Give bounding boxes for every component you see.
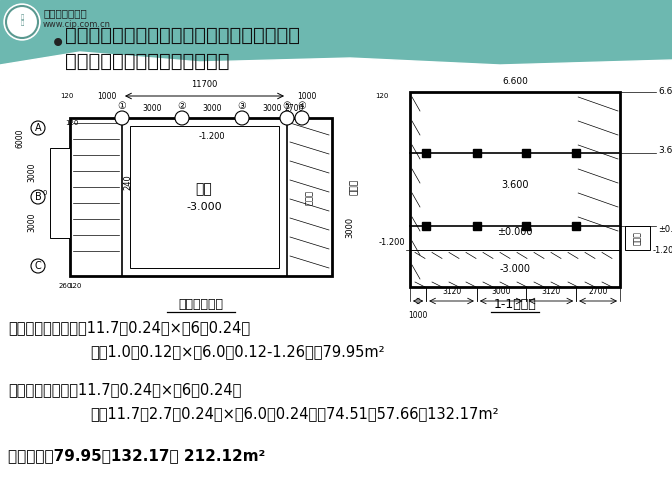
- Bar: [521, 149, 530, 157]
- Text: 采光井: 采光井: [350, 179, 359, 195]
- Circle shape: [235, 111, 249, 125]
- Text: 3000: 3000: [491, 287, 511, 296]
- Text: -3.000: -3.000: [186, 202, 222, 212]
- Text: 3000: 3000: [202, 104, 222, 113]
- Text: -3.000: -3.000: [499, 264, 530, 274]
- Text: 地下室建筑面积＝（11.7＋0.24）×（6＋0.24）: 地下室建筑面积＝（11.7＋0.24）×（6＋0.24）: [8, 320, 250, 335]
- Bar: [130, 126, 279, 268]
- Bar: [422, 222, 430, 230]
- Bar: [422, 149, 430, 157]
- Text: 3120: 3120: [541, 287, 560, 296]
- Bar: [572, 149, 580, 157]
- Bar: [521, 222, 530, 230]
- Bar: [473, 149, 481, 157]
- Bar: [0, 0, 672, 82]
- Bar: [410, 92, 620, 287]
- Text: 3.600: 3.600: [501, 179, 529, 190]
- Text: 120: 120: [60, 93, 74, 99]
- Text: 2700: 2700: [589, 287, 607, 296]
- Text: 3.600: 3.600: [658, 146, 672, 156]
- Text: ＋（1.0＋0.12）×（6.0＋0.12-1.26）＝79.95m²: ＋（1.0＋0.12）×（6.0＋0.12-1.26）＝79.95m²: [90, 344, 384, 359]
- Bar: [625, 226, 650, 250]
- Bar: [70, 118, 332, 276]
- Text: 3000: 3000: [345, 216, 355, 238]
- Text: -1.200: -1.200: [653, 246, 672, 255]
- Text: 3000: 3000: [28, 212, 36, 232]
- Text: www.cip.com.cn: www.cip.com.cn: [43, 20, 111, 29]
- Text: 3120: 3120: [442, 287, 461, 296]
- Bar: [50, 148, 70, 238]
- Text: 120: 120: [35, 190, 48, 196]
- Text: 260: 260: [58, 283, 72, 289]
- Text: 6.600: 6.600: [502, 77, 528, 86]
- Bar: [572, 222, 580, 230]
- Text: 例：有一建筑物，地下一层地上两层，尺寸如: 例：有一建筑物，地下一层地上两层，尺寸如: [65, 26, 300, 45]
- Text: 3000: 3000: [28, 162, 36, 182]
- Circle shape: [31, 259, 45, 273]
- Text: ①: ①: [118, 101, 126, 111]
- Text: 建筑面积＝79.95＋132.17＝ 212.12m²: 建筑面积＝79.95＋132.17＝ 212.12m²: [8, 448, 265, 463]
- Text: 地上建筑面积＝（11.7＋0.24）×（6＋0.24）: 地上建筑面积＝（11.7＋0.24）×（6＋0.24）: [8, 382, 241, 397]
- Text: ②: ②: [177, 101, 186, 111]
- Text: ⑤: ⑤: [283, 101, 292, 111]
- Text: 化学工业出版社: 化学工业出版社: [43, 8, 87, 18]
- Text: 采光井: 采光井: [304, 190, 314, 205]
- Circle shape: [4, 4, 40, 40]
- Polygon shape: [0, 52, 672, 82]
- Text: •: •: [50, 30, 67, 58]
- Text: B: B: [35, 192, 42, 202]
- Text: 地下室平面图: 地下室平面图: [179, 297, 224, 311]
- Text: C: C: [35, 261, 42, 271]
- Circle shape: [115, 111, 129, 125]
- Text: 6000: 6000: [15, 128, 24, 148]
- Text: 3000: 3000: [142, 104, 162, 113]
- Text: 1000: 1000: [409, 311, 428, 320]
- Text: 6.600: 6.600: [658, 87, 672, 96]
- Text: ±0.000: ±0.000: [658, 225, 672, 234]
- Text: 图所示。请计算下图建筑面积。: 图所示。请计算下图建筑面积。: [65, 52, 230, 71]
- Text: 化
工: 化 工: [20, 14, 24, 26]
- Text: 240: 240: [124, 174, 132, 190]
- Text: ③: ③: [238, 101, 247, 111]
- Text: 120: 120: [69, 283, 82, 289]
- Text: 仓库: 仓库: [196, 182, 212, 196]
- Text: 11700: 11700: [192, 80, 218, 89]
- Text: 1-1剑面图: 1-1剑面图: [494, 297, 536, 311]
- Text: 1000: 1000: [297, 91, 317, 100]
- Text: 120: 120: [376, 93, 388, 99]
- Text: 采光井: 采光井: [632, 231, 642, 245]
- Circle shape: [175, 111, 189, 125]
- Text: -1.200: -1.200: [378, 238, 405, 247]
- Circle shape: [295, 111, 309, 125]
- Text: ④: ④: [298, 101, 306, 111]
- Text: ＋（11.7－2.7＋0.24）×（6.0＋0.24）＝74.51＋57.66＝132.17m²: ＋（11.7－2.7＋0.24）×（6.0＋0.24）＝74.51＋57.66＝…: [90, 406, 499, 421]
- Text: ±0.000: ±0.000: [497, 227, 533, 237]
- Text: 2700: 2700: [285, 104, 304, 113]
- Text: 1000: 1000: [97, 91, 117, 100]
- Bar: [0, 82, 672, 494]
- Text: 3000: 3000: [262, 104, 282, 113]
- Text: 120: 120: [65, 120, 79, 126]
- Text: -1.200: -1.200: [199, 131, 225, 140]
- Circle shape: [280, 111, 294, 125]
- Circle shape: [31, 190, 45, 204]
- Bar: [473, 222, 481, 230]
- Circle shape: [31, 121, 45, 135]
- Text: A: A: [35, 123, 41, 133]
